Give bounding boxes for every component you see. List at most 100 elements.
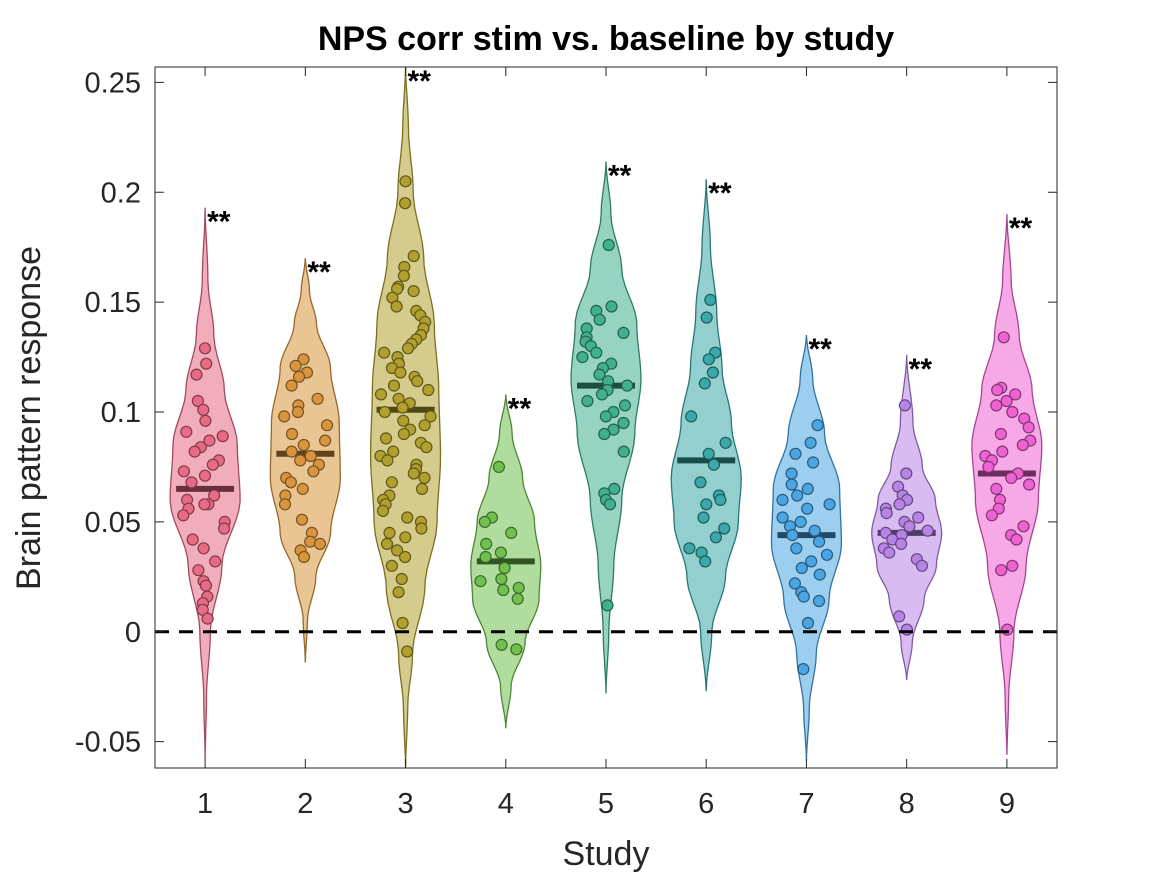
data-point xyxy=(1022,478,1036,491)
data-point xyxy=(297,353,310,366)
data-point xyxy=(900,467,913,480)
data-point xyxy=(811,419,824,432)
data-point xyxy=(291,405,304,419)
data-point xyxy=(284,476,297,489)
data-point xyxy=(418,471,431,484)
data-point xyxy=(292,370,306,383)
significance-label: ** xyxy=(608,159,632,192)
data-point xyxy=(180,425,193,438)
data-point xyxy=(422,383,435,397)
data-point xyxy=(480,537,493,551)
data-point xyxy=(996,445,1009,458)
data-point xyxy=(206,458,219,471)
data-point xyxy=(218,522,231,535)
data-point xyxy=(392,586,405,599)
data-point xyxy=(376,504,390,517)
x-tick-label: 3 xyxy=(397,788,413,820)
data-point xyxy=(605,300,618,313)
data-point xyxy=(776,493,789,506)
data-point xyxy=(801,502,814,515)
data-point xyxy=(801,616,815,630)
data-point xyxy=(399,531,412,544)
data-point xyxy=(820,548,834,561)
data-point xyxy=(812,594,826,608)
data-point xyxy=(396,616,409,630)
data-point xyxy=(199,414,212,427)
data-point xyxy=(601,599,614,612)
data-point xyxy=(295,513,309,526)
data-point xyxy=(804,436,817,449)
violin-body xyxy=(570,161,642,694)
data-point xyxy=(709,531,723,544)
data-point xyxy=(791,489,804,502)
data-point xyxy=(494,546,507,559)
data-point xyxy=(387,379,401,392)
data-point xyxy=(478,515,491,529)
data-point xyxy=(278,498,292,511)
data-point xyxy=(603,498,617,511)
data-point xyxy=(311,392,324,405)
y-tick-label: 0.15 xyxy=(85,287,141,319)
data-point xyxy=(608,482,621,495)
data-point xyxy=(474,575,487,588)
y-tick-label: 0.1 xyxy=(101,397,141,429)
data-point xyxy=(495,638,508,652)
x-tick-label: 2 xyxy=(297,788,313,820)
data-point xyxy=(590,346,603,359)
data-point xyxy=(492,460,505,473)
data-point xyxy=(995,564,1008,577)
data-point xyxy=(1022,421,1035,434)
x-tick-label: 4 xyxy=(498,788,514,820)
x-tick-label: 8 xyxy=(899,788,915,820)
data-point xyxy=(378,405,391,419)
data-point xyxy=(990,482,1003,495)
data-point xyxy=(915,559,929,572)
data-point xyxy=(697,511,710,524)
data-point xyxy=(982,460,995,473)
data-point xyxy=(991,383,1004,397)
data-point xyxy=(209,555,222,568)
data-point xyxy=(200,357,213,370)
data-point xyxy=(407,467,420,480)
data-point xyxy=(702,353,715,366)
x-tick-label: 7 xyxy=(798,788,814,820)
data-point xyxy=(699,555,712,568)
data-point xyxy=(198,342,212,355)
data-point xyxy=(1005,471,1018,484)
x-tick-label: 1 xyxy=(197,788,213,820)
data-point xyxy=(387,445,400,458)
data-point xyxy=(379,432,393,445)
data-point xyxy=(285,379,298,392)
significance-label: ** xyxy=(207,206,231,239)
data-point xyxy=(512,581,525,594)
violin-group-study-8: ** xyxy=(871,353,943,681)
data-point xyxy=(201,612,214,625)
violin-group-study-3: ** xyxy=(369,65,442,769)
data-point xyxy=(698,377,711,390)
data-point xyxy=(786,528,799,542)
data-point xyxy=(1016,438,1029,452)
data-point xyxy=(424,410,437,423)
y-tick-label: 0.25 xyxy=(85,67,141,99)
data-point xyxy=(401,645,414,658)
violin-group-study-6: ** xyxy=(670,177,742,692)
data-point xyxy=(297,550,311,564)
significance-label: ** xyxy=(408,65,432,98)
data-point xyxy=(415,482,429,495)
data-point xyxy=(374,388,388,401)
data-point xyxy=(994,427,1008,441)
x-axis-label: Study xyxy=(563,835,650,873)
data-point xyxy=(401,342,415,355)
data-point xyxy=(294,454,307,467)
data-point xyxy=(385,559,398,572)
data-point xyxy=(788,577,802,590)
data-point xyxy=(1000,394,1013,408)
data-point xyxy=(190,368,203,381)
data-point xyxy=(602,238,615,252)
data-point xyxy=(719,436,732,449)
data-point xyxy=(714,493,727,506)
data-point xyxy=(407,249,420,263)
data-point xyxy=(307,465,320,478)
data-point xyxy=(407,285,420,298)
data-point xyxy=(903,520,916,533)
